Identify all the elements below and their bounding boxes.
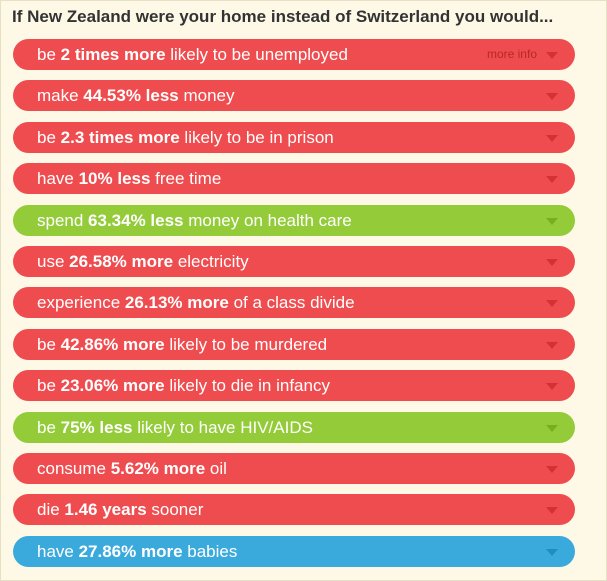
comparison-item[interactable]: be 2.3 times more likely to be in prison (13, 121, 575, 153)
chevron-down-icon[interactable] (546, 176, 558, 184)
item-text-prefix: be (37, 127, 61, 147)
item-highlight: 26.58% more (69, 251, 174, 271)
item-text-suffix: babies (182, 541, 238, 561)
chevron-down-icon[interactable] (546, 424, 558, 432)
comparison-item[interactable]: have 27.86% more babies (13, 535, 575, 567)
item-text-suffix: likely to have HIV/AIDS (132, 417, 313, 437)
item-highlight: 2 times more (60, 45, 166, 64)
item-text-prefix: have (37, 541, 79, 561)
item-highlight: 27.86% more (78, 541, 183, 561)
comparison-item[interactable]: be 75% less likely to have HIV/AIDS (13, 411, 575, 443)
item-text-prefix: be (37, 334, 61, 354)
item-text-prefix: spend (37, 210, 89, 230)
item-highlight: 23.06% more (60, 376, 165, 396)
chevron-down-icon[interactable] (546, 383, 558, 391)
comparison-list: be 2 times more likely to be unemployed m… (13, 39, 575, 577)
item-text-suffix: money on health care (183, 210, 352, 230)
item-text-prefix: consume (37, 458, 111, 478)
item-text-suffix: of a class divide (228, 293, 355, 313)
chevron-down-icon[interactable] (546, 300, 558, 308)
item-text-suffix: likely to be unemployed (165, 45, 348, 64)
comparison-item[interactable]: be 23.06% more likely to die in infancy (13, 370, 575, 402)
chevron-down-icon[interactable] (546, 93, 558, 101)
item-highlight: 26.13% more (124, 293, 229, 313)
item-text-suffix: likely to die in infancy (164, 376, 330, 396)
item-highlight: 10% less (78, 169, 151, 189)
chevron-down-icon[interactable] (546, 548, 558, 556)
chevron-down-icon[interactable] (546, 507, 558, 515)
item-text-prefix: have (37, 169, 79, 189)
item-text-prefix: be (37, 417, 61, 437)
chevron-down-icon[interactable] (546, 217, 558, 225)
comparison-item[interactable]: have 10% less free time (13, 163, 575, 195)
item-text-suffix: likely to be in prison (179, 127, 334, 147)
item-highlight: 42.86% more (60, 334, 165, 354)
chevron-down-icon[interactable] (546, 465, 558, 473)
item-text-prefix: die (37, 500, 65, 520)
item-highlight: 5.62% more (110, 458, 206, 478)
item-highlight: 2.3 times more (60, 127, 180, 147)
item-highlight: 44.53% less (83, 86, 179, 106)
page-title: If New Zealand were your home instead of… (12, 7, 554, 26)
item-text-prefix: make (37, 86, 84, 106)
item-text-prefix: experience (37, 293, 125, 313)
chevron-down-icon[interactable] (546, 52, 558, 59)
item-text-suffix: free time (150, 169, 222, 189)
item-text-suffix: likely to be murdered (164, 334, 328, 354)
comparison-item[interactable]: use 26.58% more electricity (13, 245, 575, 277)
item-highlight: 1.46 years (64, 500, 147, 520)
more-info-link[interactable]: more info (486, 47, 537, 61)
comparison-item[interactable]: die 1.46 years sooner (13, 494, 575, 526)
chevron-down-icon[interactable] (546, 134, 558, 142)
chevron-down-icon[interactable] (546, 258, 558, 266)
item-text-prefix: be (37, 376, 61, 396)
chevron-down-icon[interactable] (546, 341, 558, 349)
comparison-item[interactable]: spend 63.34% less money on health care (13, 204, 575, 236)
item-text-prefix: use (37, 251, 70, 271)
comparison-item[interactable]: consume 5.62% more oil (13, 452, 575, 484)
comparison-item[interactable]: make 44.53% less money (13, 80, 575, 112)
comparison-item[interactable]: experience 26.13% more of a class divide (13, 287, 575, 319)
comparison-item[interactable]: be 42.86% more likely to be murdered (13, 328, 575, 360)
item-text-prefix: be (37, 45, 61, 64)
item-text-suffix: oil (205, 458, 227, 478)
item-highlight: 75% less (60, 417, 133, 437)
comparison-item[interactable]: be 2 times more likely to be unemployed m… (13, 39, 575, 70)
item-text-suffix: electricity (173, 251, 249, 271)
item-text-suffix: sooner (146, 500, 204, 520)
item-text-suffix: money (178, 86, 235, 106)
item-highlight: 63.34% less (88, 210, 184, 230)
